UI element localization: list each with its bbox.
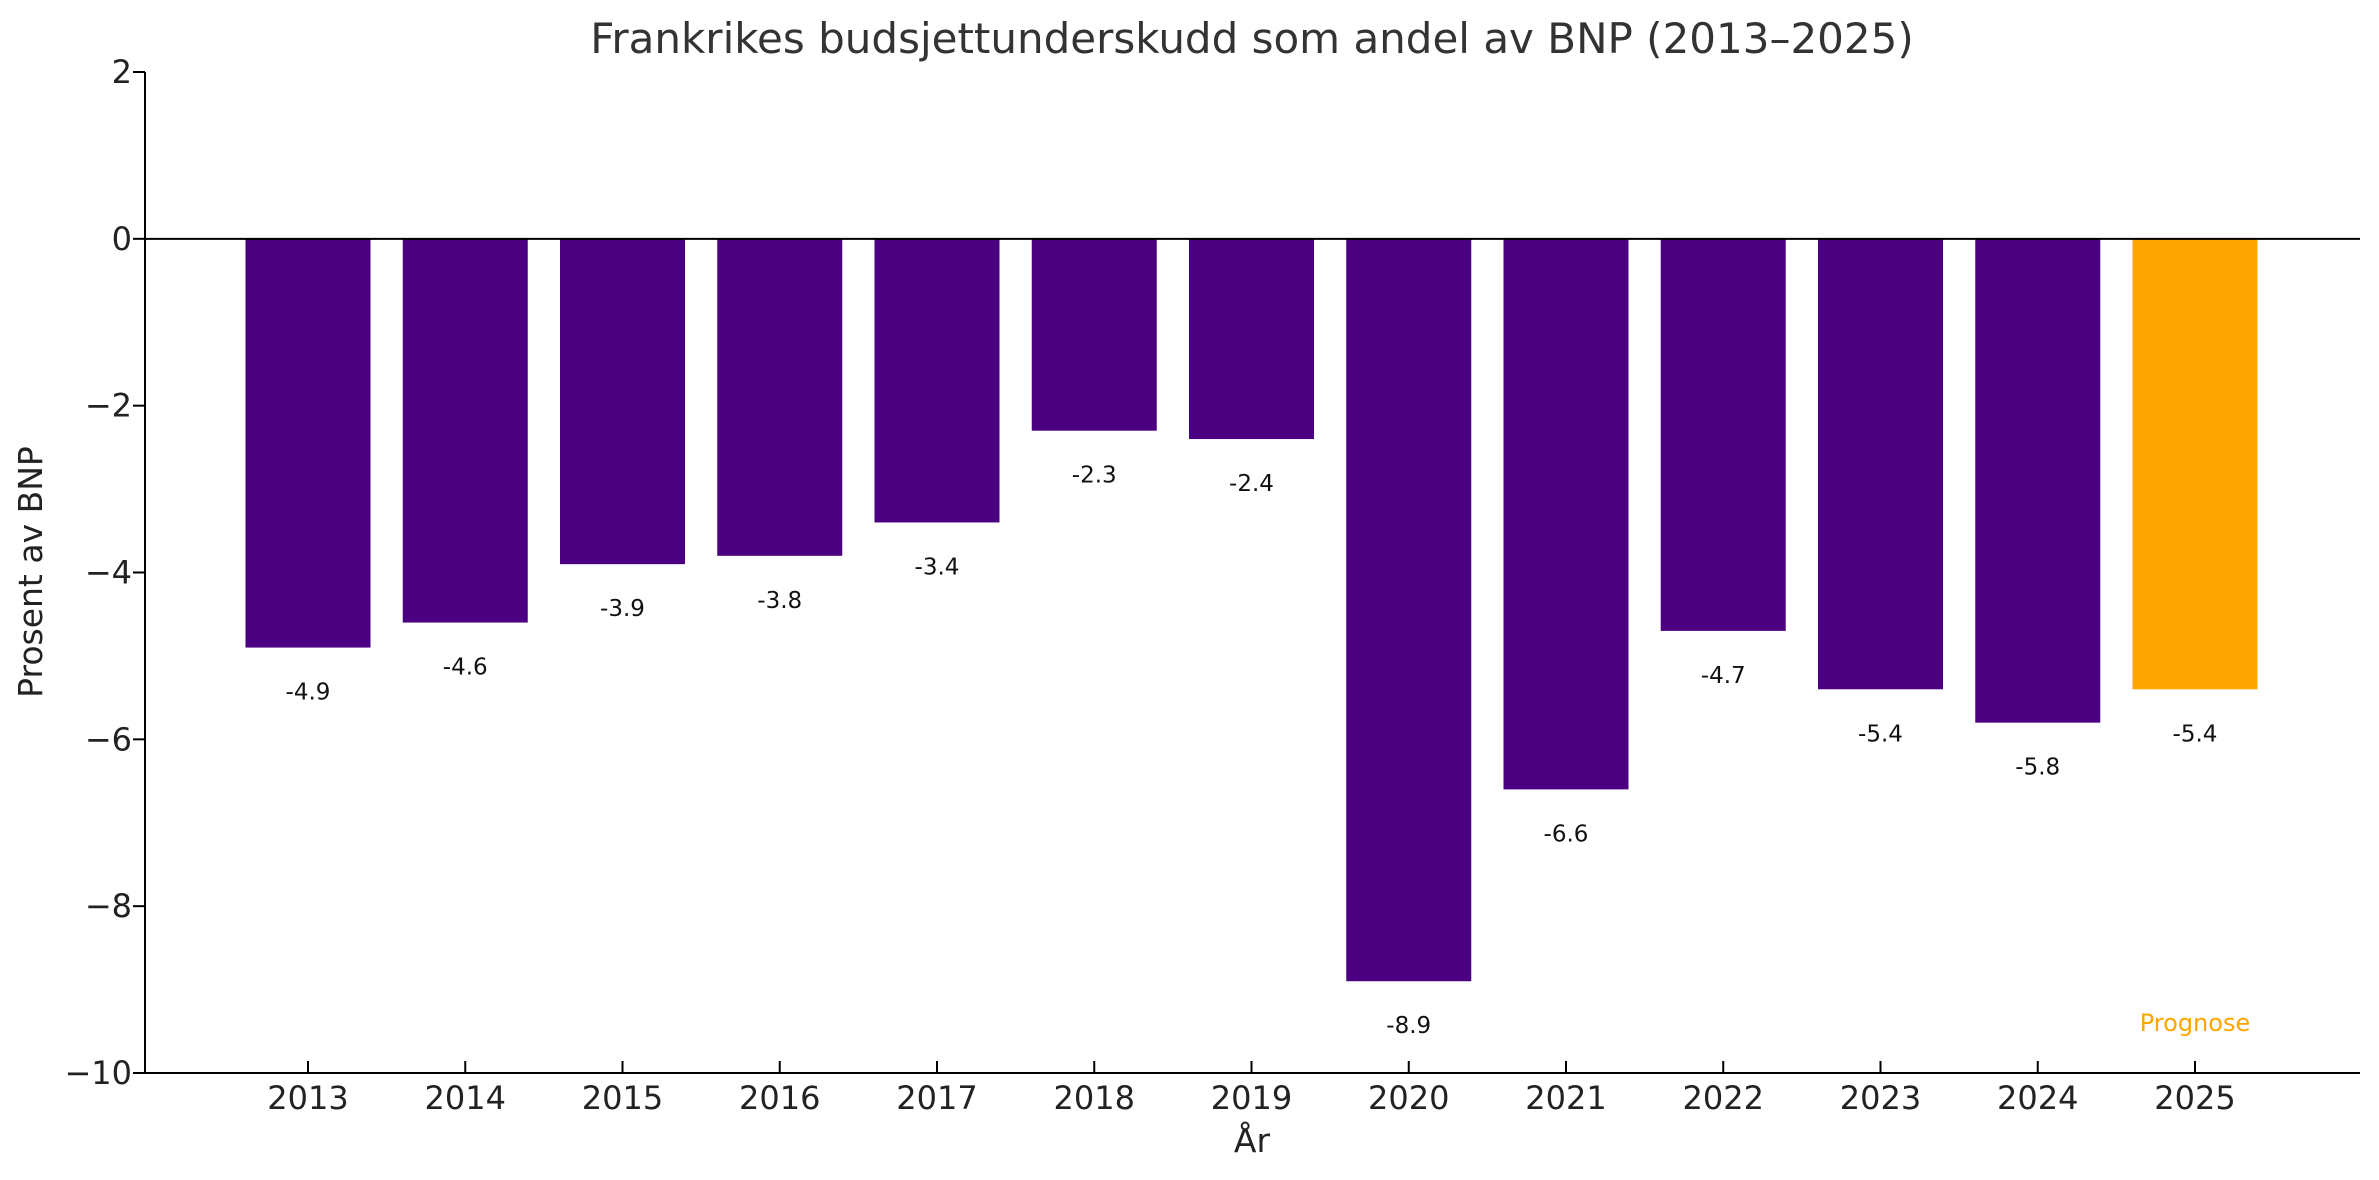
bar-2018 <box>1031 238 1157 431</box>
data-label-2025: -5.4 <box>2173 721 2218 747</box>
bar-2017 <box>874 238 1000 523</box>
x-tick-label-2018: 2018 <box>1054 1079 1135 1117</box>
bar-2015 <box>560 238 685 565</box>
data-label-2019: -2.4 <box>1229 471 1274 497</box>
x-tick-label-2024: 2024 <box>1997 1079 2078 1117</box>
x-tick-label-2022: 2022 <box>1683 1079 1764 1117</box>
x-tick-label-2013: 2013 <box>267 1079 348 1117</box>
chart-title: Frankrikes budsjettunderskudd som andel … <box>590 14 1913 63</box>
x-tick-label-2021: 2021 <box>1525 1079 1606 1117</box>
bar-2020 <box>1346 238 1472 982</box>
x-tick-label-2019: 2019 <box>1211 1079 1292 1117</box>
x-tick-label-2023: 2023 <box>1840 1079 1921 1117</box>
bar-2023 <box>1818 238 1943 690</box>
y-tick-label: −4 <box>85 554 132 592</box>
x-tick-label-2015: 2015 <box>582 1079 663 1117</box>
bar-2019 <box>1189 238 1314 440</box>
y-tick-label: 0 <box>112 220 132 258</box>
data-label-2024: -5.8 <box>2015 755 2060 781</box>
data-label-2013: -4.9 <box>286 680 331 706</box>
data-label-2023: -5.4 <box>1858 721 1903 747</box>
x-tick-label-2016: 2016 <box>739 1079 820 1117</box>
forecast-bar-2025 <box>2132 238 2258 690</box>
y-tick-label: −6 <box>85 720 132 758</box>
data-label-2020: -8.9 <box>1386 1013 1431 1039</box>
y-tick-label: −8 <box>85 887 132 925</box>
bar-2021 <box>1503 238 1629 790</box>
bar-2022 <box>1660 238 1786 631</box>
data-label-2017: -3.4 <box>915 554 960 580</box>
x-tick-label-2025: 2025 <box>2154 1079 2235 1117</box>
data-label-2015: -3.9 <box>600 596 645 622</box>
bar-2013 <box>245 238 371 648</box>
x-tick-label-2014: 2014 <box>425 1079 506 1117</box>
y-tick-label: −2 <box>85 387 132 425</box>
y-tick-label: −10 <box>64 1054 132 1092</box>
x-tick-label-2020: 2020 <box>1368 1079 1449 1117</box>
data-label-2018: -2.3 <box>1072 463 1117 489</box>
bar-2016 <box>717 238 843 556</box>
x-tick-label-2017: 2017 <box>896 1079 977 1117</box>
data-label-2014: -4.6 <box>443 655 488 681</box>
forecast-annotation: Prognose <box>2140 1009 2250 1037</box>
bar-2014 <box>402 238 528 623</box>
y-axis-label: Prosent av BNP <box>11 446 50 698</box>
y-tick-label: 2 <box>112 53 132 91</box>
data-label-2022: -4.7 <box>1701 663 1746 689</box>
bar-2024 <box>1975 238 2101 723</box>
data-label-2016: -3.8 <box>757 588 802 614</box>
x-axis-label: År <box>1234 1120 1271 1160</box>
data-label-2021: -6.6 <box>1544 821 1589 847</box>
